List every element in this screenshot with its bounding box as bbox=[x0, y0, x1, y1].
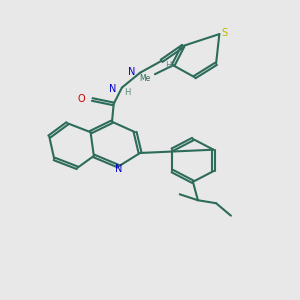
Text: O: O bbox=[78, 94, 85, 104]
Text: N: N bbox=[128, 67, 135, 77]
Text: Me: Me bbox=[140, 74, 151, 83]
Text: S: S bbox=[221, 28, 227, 38]
Text: H: H bbox=[165, 61, 171, 70]
Text: N: N bbox=[115, 164, 122, 174]
Text: N: N bbox=[109, 84, 116, 94]
Text: H: H bbox=[124, 88, 130, 97]
